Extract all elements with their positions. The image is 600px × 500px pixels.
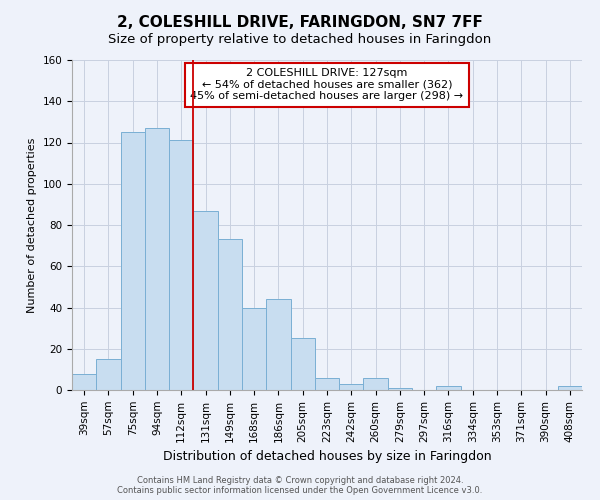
Bar [290,338,315,390]
Bar [96,359,121,390]
Y-axis label: Number of detached properties: Number of detached properties [27,138,37,312]
Bar [339,384,364,390]
Bar [388,388,412,390]
Bar [558,386,582,390]
Bar [436,386,461,390]
Bar [121,132,145,390]
Bar [169,140,193,390]
Bar [242,308,266,390]
Bar [145,128,169,390]
Bar [315,378,339,390]
Bar [72,374,96,390]
Bar [266,299,290,390]
Bar [364,378,388,390]
Text: Contains HM Land Registry data © Crown copyright and database right 2024.
Contai: Contains HM Land Registry data © Crown c… [118,476,482,495]
Bar [218,240,242,390]
Text: 2 COLESHILL DRIVE: 127sqm
← 54% of detached houses are smaller (362)
45% of semi: 2 COLESHILL DRIVE: 127sqm ← 54% of detac… [190,68,464,102]
Text: Size of property relative to detached houses in Faringdon: Size of property relative to detached ho… [109,32,491,46]
Text: 2, COLESHILL DRIVE, FARINGDON, SN7 7FF: 2, COLESHILL DRIVE, FARINGDON, SN7 7FF [117,15,483,30]
X-axis label: Distribution of detached houses by size in Faringdon: Distribution of detached houses by size … [163,450,491,463]
Bar [193,210,218,390]
